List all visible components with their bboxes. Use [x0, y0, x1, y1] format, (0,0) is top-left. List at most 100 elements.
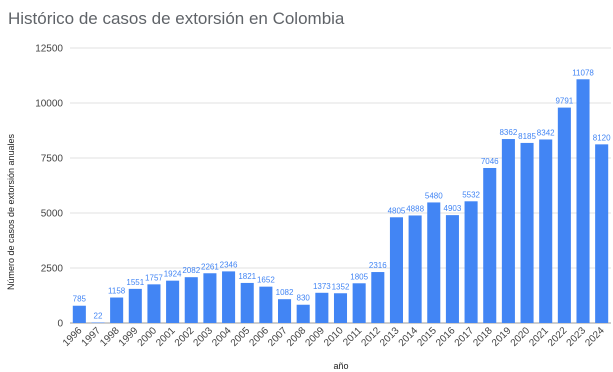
bar-1999 — [128, 288, 142, 323]
x-tick-label: 2000 — [136, 325, 160, 349]
bar-2014 — [408, 215, 422, 323]
bar-2016 — [445, 215, 459, 323]
y-tick-label: 0 — [57, 319, 63, 330]
bar-2004 — [222, 271, 236, 323]
value-label-2003: 2261 — [201, 262, 219, 271]
x-tick-label: 1999 — [117, 325, 141, 349]
bar-2019 — [501, 139, 515, 323]
bar-2009 — [315, 292, 329, 323]
value-label-2015: 5480 — [425, 191, 443, 200]
x-tick-label: 2012 — [359, 325, 383, 349]
bar-2011 — [352, 283, 366, 323]
x-tick-label: 2004 — [210, 325, 234, 349]
value-label-2023: 11078 — [572, 68, 594, 77]
value-label-2009: 1373 — [313, 282, 331, 291]
y-tick-label: 12500 — [35, 44, 63, 55]
x-tick-label: 2008 — [285, 325, 309, 349]
value-label-2018: 7046 — [481, 157, 499, 166]
bar-2001 — [166, 280, 180, 323]
bar-2000 — [147, 284, 161, 323]
value-label-2020: 8185 — [518, 132, 536, 141]
x-tick-label: 2009 — [303, 325, 327, 349]
y-tick-label: 2500 — [41, 264, 64, 275]
value-label-2017: 5532 — [462, 190, 480, 199]
value-label-2004: 2346 — [220, 260, 238, 269]
bar-layer — [72, 79, 609, 324]
value-label-2006: 1652 — [257, 276, 275, 285]
value-label-2007: 1082 — [276, 288, 294, 297]
value-label-2005: 1821 — [238, 272, 256, 281]
value-label-2008: 830 — [297, 294, 311, 303]
x-tick-label: 2006 — [247, 325, 271, 349]
bar-2012 — [371, 272, 385, 323]
value-label-2010: 1352 — [332, 282, 350, 291]
bar-2015 — [427, 202, 441, 323]
value-label-2024: 8120 — [593, 133, 611, 142]
bar-1996 — [72, 305, 86, 323]
x-tick-label: 2024 — [583, 325, 607, 349]
x-axis: 1996199719981999200020012002200320042005… — [61, 325, 607, 349]
value-label-2016: 4903 — [444, 204, 462, 213]
bar-2006 — [259, 286, 273, 323]
x-tick-label: 2023 — [565, 325, 589, 349]
x-tick-label: 2020 — [509, 325, 533, 349]
value-label-2001: 1924 — [164, 270, 182, 279]
value-label-2014: 4888 — [406, 204, 424, 213]
x-tick-label: 2022 — [546, 325, 570, 349]
value-label-2011: 1805 — [350, 272, 368, 281]
bar-2024 — [595, 144, 609, 323]
bar-2020 — [520, 142, 534, 323]
value-label-2021: 8342 — [537, 128, 555, 137]
bar-2022 — [557, 107, 571, 324]
bar-2008 — [296, 304, 310, 323]
y-axis: 0 2500 5000 7500 10000 12500 — [35, 44, 63, 330]
bar-2010 — [333, 293, 348, 323]
value-label-2000: 1757 — [145, 273, 163, 282]
chart-title: Histórico de casos de extorsión en Colom… — [8, 9, 345, 28]
x-tick-label: 2018 — [471, 325, 495, 349]
x-axis-title: año — [333, 361, 348, 371]
x-tick-label: 2013 — [378, 325, 402, 349]
bar-2005 — [240, 282, 254, 323]
x-tick-label: 2017 — [453, 325, 477, 349]
x-tick-label: 1996 — [61, 325, 85, 349]
x-tick-label: 2007 — [266, 325, 290, 349]
x-tick-label: 1997 — [80, 325, 104, 349]
x-tick-label: 2014 — [397, 325, 421, 349]
bar-2021 — [539, 139, 553, 323]
bar-2023 — [576, 79, 590, 323]
value-label-2013: 4805 — [388, 206, 406, 215]
x-tick-label: 2002 — [173, 325, 197, 349]
value-label-1999: 1551 — [126, 278, 144, 287]
x-tick-label: 2005 — [229, 325, 253, 349]
y-tick-label: 7500 — [41, 154, 64, 165]
x-tick-label: 2010 — [322, 325, 346, 349]
bar-2018 — [483, 167, 497, 323]
x-tick-label: 1998 — [98, 325, 122, 349]
value-label-1997: 22 — [94, 312, 103, 321]
y-tick-label: 5000 — [41, 209, 64, 220]
bar-2002 — [184, 277, 198, 323]
value-label-2022: 9791 — [555, 97, 573, 106]
bar-1998 — [110, 297, 124, 323]
y-tick-label: 10000 — [35, 99, 63, 110]
bar-2007 — [278, 299, 292, 323]
value-label-2002: 2082 — [182, 266, 200, 275]
value-label-2012: 2316 — [369, 261, 387, 270]
bar-2003 — [203, 273, 217, 323]
x-tick-label: 2011 — [341, 325, 364, 348]
value-label-1998: 1158 — [108, 287, 126, 296]
value-label-2019: 8362 — [499, 128, 517, 137]
bar-2013 — [389, 217, 403, 323]
bar-1997 — [91, 322, 105, 324]
x-tick-label: 2021 — [527, 325, 551, 349]
x-tick-label: 2019 — [490, 325, 514, 349]
value-label-1996: 785 — [73, 295, 87, 304]
bar-2017 — [464, 201, 478, 323]
x-tick-label: 2001 — [154, 325, 178, 349]
x-tick-label: 2015 — [415, 325, 439, 349]
y-axis-title: Número de casos de extorsión anuales — [6, 133, 16, 290]
x-tick-label: 2016 — [434, 325, 458, 349]
